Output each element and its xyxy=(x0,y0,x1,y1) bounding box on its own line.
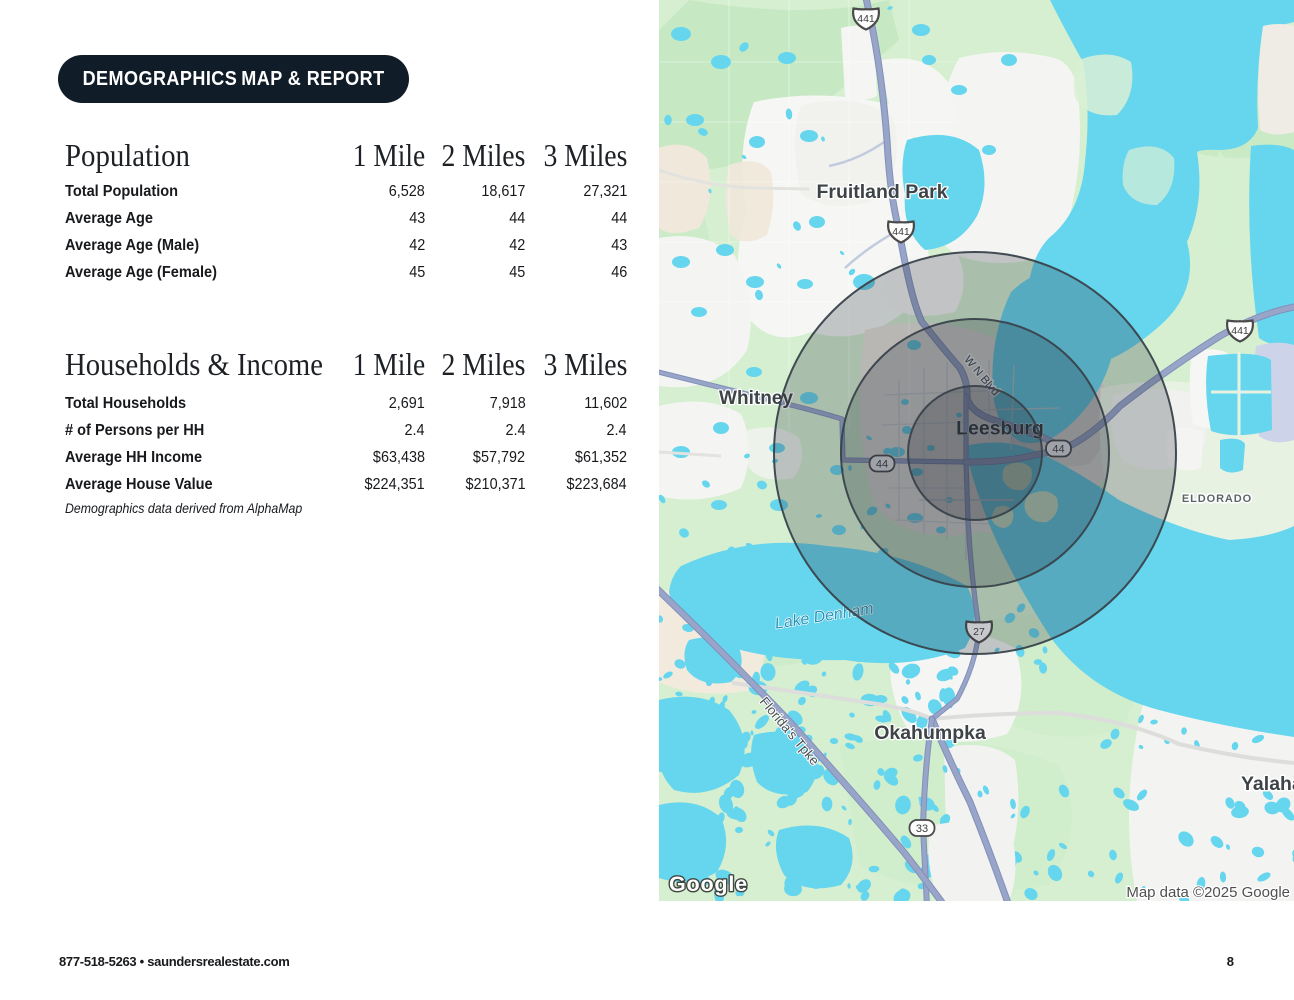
svg-text:Fruitland Park: Fruitland Park xyxy=(816,181,947,203)
svg-text:ELDORADO: ELDORADO xyxy=(1182,493,1252,505)
svg-text:Yalaha: Yalaha xyxy=(1241,773,1294,795)
svg-text:44: 44 xyxy=(1052,444,1064,456)
svg-text:33: 33 xyxy=(916,823,928,835)
svg-text:441: 441 xyxy=(892,226,910,238)
svg-text:Google: Google xyxy=(669,872,748,896)
svg-text:Leesburg: Leesburg xyxy=(956,418,1044,440)
svg-text:Map data ©2025 Google: Map data ©2025 Google xyxy=(1126,884,1290,901)
svg-text:44: 44 xyxy=(876,459,888,471)
svg-text:Okahumpka: Okahumpka xyxy=(874,722,986,744)
svg-text:441: 441 xyxy=(1231,325,1249,337)
svg-text:27: 27 xyxy=(973,626,985,638)
svg-text:Whitney: Whitney xyxy=(719,388,793,409)
svg-text:441: 441 xyxy=(857,13,875,25)
